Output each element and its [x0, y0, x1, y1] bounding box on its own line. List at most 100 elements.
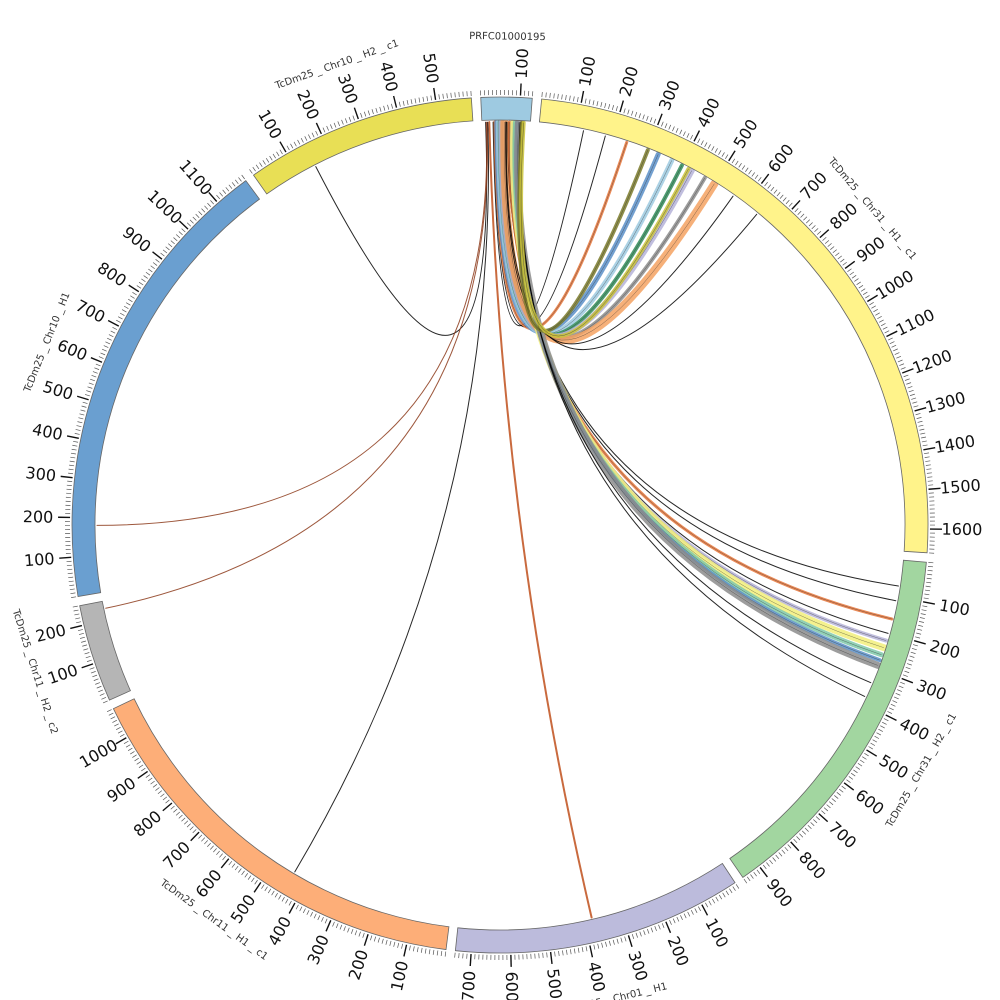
minor-tick	[161, 253, 165, 256]
minor-tick	[594, 945, 595, 950]
minor-tick	[130, 296, 134, 299]
minor-tick	[97, 686, 102, 688]
minor-tick	[597, 101, 598, 106]
minor-tick	[310, 912, 312, 917]
minor-tick	[398, 943, 399, 948]
minor-tick	[631, 111, 633, 116]
minor-tick	[148, 269, 152, 272]
minor-tick	[921, 437, 926, 438]
minor-tick	[419, 98, 420, 103]
minor-tick	[589, 99, 590, 104]
minor-tick	[155, 787, 159, 790]
minor-tick	[895, 353, 900, 355]
minor-tick	[726, 891, 729, 895]
minor-tick	[665, 123, 667, 128]
minor-tick	[176, 812, 180, 815]
minor-tick	[843, 262, 847, 265]
minor-tick	[266, 158, 269, 162]
minor-tick	[900, 682, 905, 684]
minor-tick	[403, 101, 404, 106]
minor-tick	[83, 649, 88, 650]
major-tick	[628, 935, 632, 946]
minor-tick	[70, 593, 75, 594]
minor-tick	[747, 877, 750, 881]
minor-tick	[86, 656, 91, 658]
tick-label: 200	[345, 947, 372, 982]
minor-tick	[90, 379, 95, 381]
minor-tick	[316, 131, 318, 136]
major-tick	[179, 221, 188, 229]
tick-label: 1500	[939, 475, 981, 497]
tick-label: 500	[419, 52, 442, 85]
minor-tick	[85, 652, 90, 653]
minor-tick	[673, 919, 675, 924]
minor-tick	[877, 316, 881, 318]
tick-label: 600	[852, 785, 888, 819]
minor-tick	[914, 406, 919, 407]
tick-label: 500	[730, 116, 762, 152]
tick-label: 100	[938, 596, 971, 620]
minor-tick	[856, 767, 860, 770]
minor-tick	[88, 387, 93, 389]
minor-tick	[83, 402, 88, 403]
minor-tick	[355, 930, 357, 935]
minor-tick	[925, 457, 930, 458]
minor-tick	[104, 346, 109, 348]
minor-tick	[812, 225, 816, 228]
minor-tick	[833, 250, 837, 253]
segment-TcDm25_Chr10_H1	[72, 181, 260, 597]
tick-label: 100	[23, 549, 55, 570]
minor-tick	[894, 697, 899, 699]
minor-tick	[249, 169, 252, 173]
minor-tick	[677, 917, 679, 922]
minor-tick	[330, 124, 332, 129]
minor-tick	[585, 99, 586, 104]
minor-tick	[349, 117, 351, 122]
minor-tick	[732, 159, 735, 163]
major-tick	[791, 842, 799, 851]
minor-tick	[455, 92, 456, 97]
minor-tick	[67, 569, 72, 570]
minor-tick	[672, 126, 674, 131]
minor-tick	[709, 901, 711, 905]
tick-label: 300	[25, 463, 57, 485]
tick-label: 200	[34, 620, 68, 646]
minor-tick	[824, 808, 828, 811]
minor-tick	[411, 99, 412, 104]
minor-tick	[70, 461, 75, 462]
minor-tick	[899, 686, 904, 688]
minor-tick	[69, 469, 74, 470]
minor-tick	[601, 102, 602, 107]
major-tick	[694, 131, 699, 142]
minor-tick	[669, 125, 671, 130]
minor-tick	[739, 163, 742, 167]
minor-tick	[698, 907, 700, 911]
minor-tick	[279, 895, 282, 899]
minor-tick	[220, 192, 223, 196]
minor-tick	[207, 203, 210, 207]
minor-tick	[148, 778, 152, 781]
minor-tick	[926, 465, 931, 466]
minor-tick	[118, 317, 122, 319]
major-tick	[209, 192, 217, 201]
minor-tick	[823, 237, 827, 240]
minor-tick	[312, 133, 314, 138]
minor-tick	[415, 98, 416, 103]
minor-tick	[386, 940, 387, 945]
minor-tick	[865, 295, 869, 298]
minor-tick	[184, 821, 188, 824]
minor-tick	[605, 942, 606, 947]
minor-tick	[201, 838, 204, 842]
minor-tick	[196, 214, 199, 218]
chord-link	[509, 122, 892, 619]
minor-tick	[290, 144, 292, 148]
tick-label: 200	[293, 87, 323, 123]
minor-tick	[376, 108, 377, 113]
minor-tick	[351, 929, 353, 934]
minor-tick	[301, 138, 303, 142]
minor-tick	[232, 864, 235, 868]
minor-tick	[445, 952, 446, 957]
minor-tick	[112, 327, 116, 329]
minor-tick	[272, 891, 275, 895]
